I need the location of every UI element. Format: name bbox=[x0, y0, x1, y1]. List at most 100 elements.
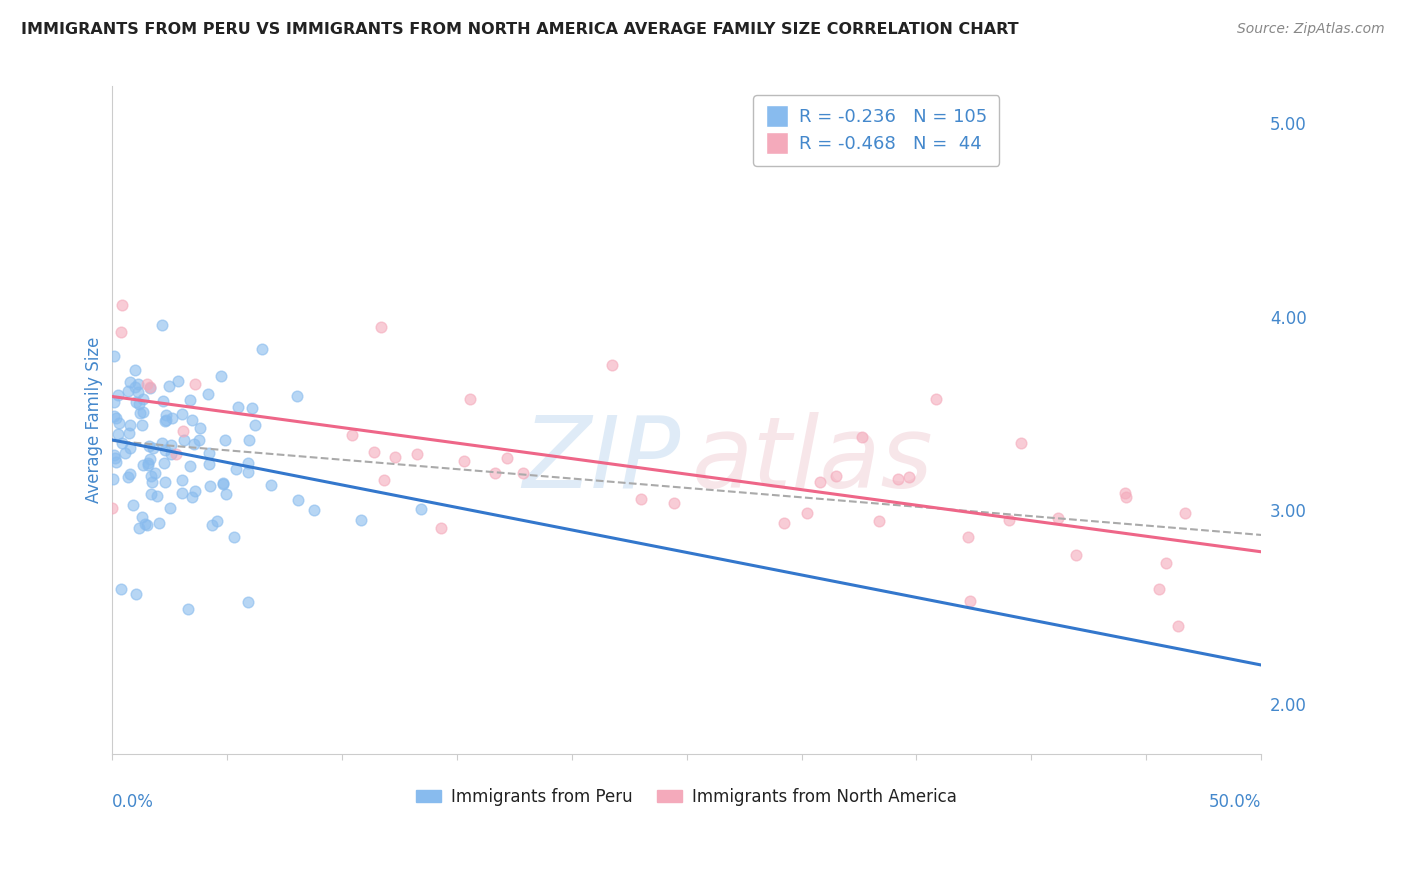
Point bbox=[105, 410, 128, 425]
Point bbox=[139, 486, 162, 500]
Point bbox=[887, 472, 910, 486]
Point bbox=[188, 420, 211, 434]
Y-axis label: Average Family Size: Average Family Size bbox=[86, 337, 103, 503]
Point bbox=[1149, 582, 1171, 597]
Point bbox=[1156, 557, 1178, 571]
Point bbox=[453, 454, 475, 468]
Point bbox=[114, 446, 136, 460]
Point bbox=[825, 469, 848, 483]
Point bbox=[122, 498, 145, 512]
Point bbox=[212, 476, 235, 491]
Point bbox=[142, 442, 165, 456]
Point bbox=[124, 380, 146, 394]
Point bbox=[959, 594, 981, 608]
Point bbox=[1174, 506, 1197, 520]
Point bbox=[139, 380, 162, 394]
Point bbox=[125, 394, 148, 409]
Text: IMMIGRANTS FROM PERU VS IMMIGRANTS FROM NORTH AMERICA AVERAGE FAMILY SIZE CORREL: IMMIGRANTS FROM PERU VS IMMIGRANTS FROM … bbox=[21, 22, 1019, 37]
Point bbox=[143, 467, 166, 481]
Point bbox=[170, 407, 193, 421]
Point bbox=[125, 587, 148, 601]
Point bbox=[179, 458, 201, 473]
Point bbox=[167, 374, 190, 388]
Point bbox=[198, 446, 221, 460]
Point bbox=[458, 392, 481, 407]
Text: ZIP: ZIP bbox=[523, 412, 681, 508]
Point bbox=[135, 376, 157, 391]
Point bbox=[128, 521, 150, 535]
Point bbox=[184, 484, 207, 499]
Point bbox=[897, 470, 920, 484]
Point bbox=[141, 468, 163, 483]
Point bbox=[139, 381, 162, 395]
Text: atlas: atlas bbox=[692, 412, 934, 508]
Point bbox=[363, 445, 385, 459]
Point bbox=[1114, 486, 1136, 500]
Point bbox=[796, 506, 818, 520]
Point bbox=[141, 475, 163, 489]
Point bbox=[129, 406, 152, 420]
Point bbox=[111, 298, 134, 312]
Point bbox=[107, 427, 129, 442]
Point bbox=[243, 417, 266, 432]
Point bbox=[350, 513, 373, 527]
Text: 4.00: 4.00 bbox=[1270, 310, 1306, 327]
Point bbox=[124, 363, 146, 377]
Point bbox=[134, 517, 156, 532]
Point bbox=[165, 447, 187, 461]
Point bbox=[287, 389, 309, 403]
Point bbox=[222, 530, 245, 544]
Point bbox=[1064, 548, 1087, 562]
Point bbox=[183, 437, 205, 451]
Point bbox=[100, 501, 122, 516]
Point bbox=[1167, 619, 1189, 633]
Point bbox=[148, 516, 170, 530]
Point bbox=[110, 325, 132, 339]
Point bbox=[209, 368, 232, 383]
Text: Source: ZipAtlas.com: Source: ZipAtlas.com bbox=[1237, 22, 1385, 37]
Point bbox=[155, 408, 177, 422]
Point bbox=[136, 458, 159, 473]
Point bbox=[212, 477, 235, 491]
Point bbox=[111, 436, 134, 450]
Point bbox=[103, 409, 125, 423]
Point bbox=[128, 397, 150, 411]
Point bbox=[162, 410, 184, 425]
Point bbox=[925, 392, 948, 406]
Point bbox=[117, 384, 139, 399]
Text: 50.0%: 50.0% bbox=[1209, 793, 1261, 811]
Point bbox=[808, 475, 831, 489]
Point bbox=[127, 376, 149, 391]
Point bbox=[152, 393, 174, 408]
Point bbox=[103, 472, 125, 486]
Point bbox=[373, 473, 395, 487]
Point bbox=[384, 450, 406, 465]
Point bbox=[484, 466, 506, 480]
Point bbox=[304, 503, 326, 517]
Point bbox=[120, 375, 142, 389]
Point bbox=[240, 401, 263, 416]
Point bbox=[662, 496, 685, 510]
Point bbox=[107, 388, 129, 402]
Point bbox=[773, 516, 796, 530]
Point bbox=[132, 405, 155, 419]
Point bbox=[103, 448, 125, 462]
Point bbox=[868, 515, 890, 529]
Point bbox=[184, 377, 207, 392]
Point bbox=[117, 470, 139, 484]
Point bbox=[998, 514, 1021, 528]
Point bbox=[139, 452, 162, 467]
Point bbox=[136, 456, 159, 470]
Point bbox=[197, 387, 219, 401]
Point bbox=[496, 451, 519, 466]
Point bbox=[103, 395, 125, 409]
Point bbox=[104, 455, 127, 469]
Point bbox=[851, 430, 873, 444]
Point bbox=[238, 434, 260, 448]
Point bbox=[138, 439, 160, 453]
Point bbox=[630, 492, 652, 507]
Point bbox=[201, 518, 224, 533]
Point bbox=[177, 602, 200, 616]
Text: 2.00: 2.00 bbox=[1270, 697, 1306, 714]
Point bbox=[236, 456, 259, 470]
